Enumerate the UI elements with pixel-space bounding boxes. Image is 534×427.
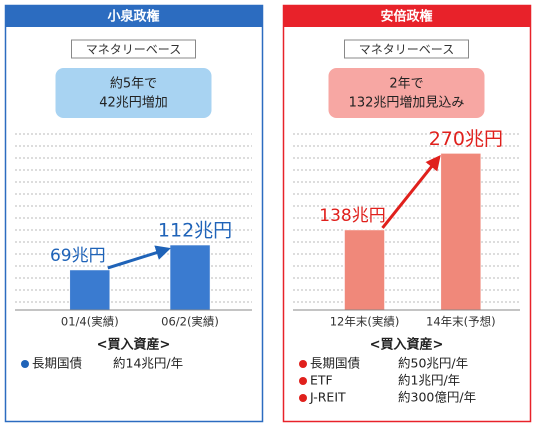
bar	[169, 244, 211, 311]
x-tick-label: 01/4(実績)	[61, 315, 119, 329]
panel-title: 小泉政権	[107, 9, 159, 25]
subtitle-box	[71, 39, 196, 59]
header	[283, 5, 531, 27]
asset-name: ETF	[310, 373, 333, 388]
subtitle: マネタリーベース	[86, 43, 181, 57]
bullet	[21, 360, 29, 368]
asset-amount: 約300億円/年	[398, 390, 476, 405]
asset-amount: 約50兆円/年	[398, 356, 468, 371]
subtitle: マネタリーベース	[359, 43, 454, 57]
asset-name: 長期国債	[32, 356, 82, 371]
asset-name: 長期国債	[310, 356, 360, 371]
subtitle-box	[344, 39, 469, 59]
x-tick-label: 12年末(実績)	[330, 315, 400, 329]
x-tick-label: 14年末(予想)	[426, 315, 496, 329]
bullet	[299, 360, 307, 368]
value-label: 270兆円	[429, 128, 503, 150]
callout-line: 132兆円増加見込み	[349, 96, 465, 111]
callout-line: 2年で	[389, 77, 423, 92]
assets-title: <買入資産>	[97, 337, 171, 353]
x-tick-label: 06/2(実績)	[161, 315, 219, 329]
bullet	[299, 394, 307, 402]
trend-arrow	[107, 245, 171, 270]
callout-line: 約5年で	[110, 77, 157, 92]
asset-amount: 約1兆円/年	[398, 373, 460, 388]
panel-title: 安倍政権	[380, 9, 432, 25]
bullet	[299, 377, 307, 385]
bar	[69, 269, 111, 311]
value-label: 112兆円	[158, 220, 232, 242]
value-label: 138兆円	[319, 206, 385, 226]
value-label: 69兆円	[50, 246, 106, 266]
bar	[440, 153, 482, 311]
assets-title: <買入資産>	[370, 337, 444, 353]
trend-arrow	[381, 155, 441, 229]
callout	[328, 68, 485, 118]
asset-amount: 約14兆円/年	[113, 356, 183, 371]
asset-name: J-REIT	[309, 390, 346, 405]
callout	[55, 68, 212, 118]
bar	[344, 229, 385, 311]
callout-line: 42兆円増加	[99, 96, 168, 111]
header	[5, 5, 263, 27]
